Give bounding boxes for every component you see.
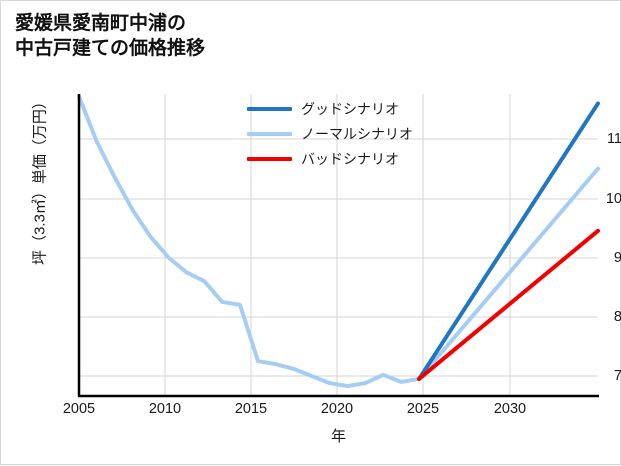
legend-swatch-normal-scenario	[247, 132, 292, 136]
series-line-bad-scenario	[417, 228, 600, 381]
legend-label-normal-scenario: ノーマルシナリオ	[301, 126, 413, 142]
x-tick-label-2020: 2020	[320, 401, 354, 417]
y-tick-label-9: 9	[613, 250, 621, 266]
x-axis-title: 年	[330, 428, 346, 445]
series-line-history	[77, 94, 422, 389]
y-tick-label-7: 7	[613, 368, 621, 384]
y-axis-title: 坪（3.3㎡）単価（万円）	[31, 94, 49, 265]
y-tick-label-8: 8	[613, 309, 621, 325]
legend-swatch-bad-scenario	[247, 157, 292, 161]
legend-label-bad-scenario: バッドシナリオ	[301, 151, 399, 167]
x-tick-label-2005: 2005	[62, 401, 96, 417]
legend-swatch-good-scenario	[247, 107, 292, 111]
y-tick-label-10: 10	[605, 191, 621, 207]
y-tick-label-11: 11	[606, 131, 621, 147]
legend-label-good-scenario: グッドシナリオ	[301, 101, 399, 117]
page-title: 愛媛県愛南町中浦の 中古戸建ての価格推移	[15, 13, 206, 60]
series-line-good-scenario	[417, 101, 600, 381]
x-tick-label-2015: 2015	[234, 401, 268, 417]
x-tick-label-2030: 2030	[493, 401, 527, 417]
series-line-normal-scenario	[417, 166, 600, 381]
x-tick-label-2025: 2025	[406, 401, 440, 417]
x-tick-label-2010: 2010	[148, 401, 182, 417]
